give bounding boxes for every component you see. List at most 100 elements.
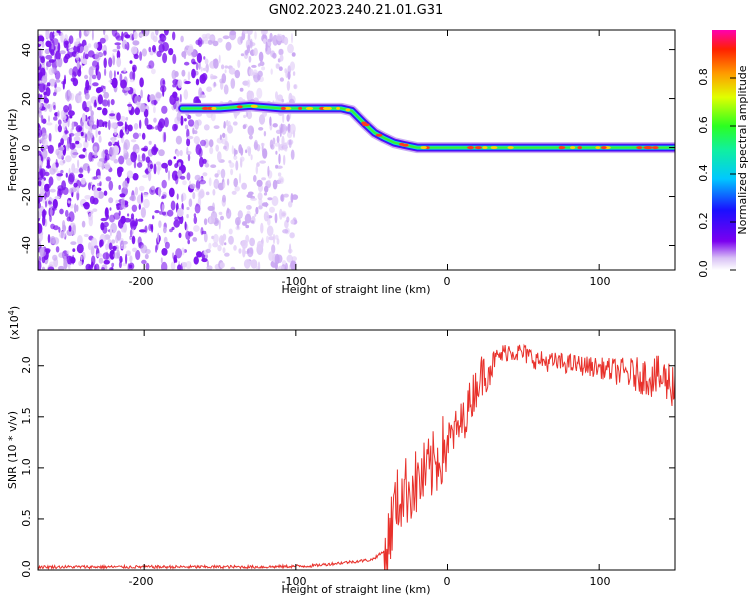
snr-x-tick-label: 100 xyxy=(590,575,611,588)
heatmap-cell xyxy=(193,216,198,225)
heatmap-cell xyxy=(193,130,198,135)
heatmap-cell xyxy=(38,108,42,118)
heatmap-cell xyxy=(287,43,294,54)
heatmap-cell xyxy=(175,135,182,145)
heatmap-cell xyxy=(68,264,71,270)
heatmap-cell xyxy=(44,183,51,189)
heatmap-cell xyxy=(153,117,157,123)
heatmap-cell xyxy=(233,155,238,161)
colorbar-tick-label: 0.2 xyxy=(697,212,710,230)
heatmap-cell xyxy=(94,149,98,158)
heatmap-cell xyxy=(96,253,103,258)
heatmap-cell xyxy=(42,149,48,159)
heatmap-cell xyxy=(213,58,219,69)
heatmap-cell xyxy=(50,49,55,56)
heatmap-cell xyxy=(157,232,160,243)
heatmap-cell xyxy=(257,261,261,270)
heatmap-cell xyxy=(269,206,275,213)
heatmap-cell xyxy=(220,168,226,179)
heatmap-cell xyxy=(292,71,296,76)
heatmap-cell xyxy=(93,264,97,270)
heatmap-cell xyxy=(57,124,63,133)
heatmap-cell xyxy=(129,229,133,238)
heatmap-cell xyxy=(281,98,285,103)
heatmap-cell xyxy=(109,207,112,211)
heatmap-cell xyxy=(109,113,116,117)
heatmap-cell xyxy=(68,103,72,112)
heatmap-cell xyxy=(181,247,185,256)
heatmap-cell xyxy=(87,85,92,91)
heatmap-cell xyxy=(278,48,284,56)
heatmap-cell xyxy=(160,257,163,264)
heatmap-cell xyxy=(175,174,179,185)
heatmap-cell xyxy=(109,146,115,156)
heatmap-peak xyxy=(636,146,643,150)
heatmap-cell xyxy=(270,50,276,58)
heatmap-cell xyxy=(243,114,247,119)
heatmap-peak xyxy=(595,146,601,150)
heatmap-cell xyxy=(209,146,214,155)
heatmap-y-tick-label: 40 xyxy=(20,43,33,57)
heatmap-cell xyxy=(103,30,106,36)
heatmap-cell xyxy=(87,43,92,48)
heatmap-cell xyxy=(184,118,187,122)
heatmap-cell xyxy=(98,257,104,264)
heatmap-cell xyxy=(140,192,143,204)
heatmap-cell xyxy=(155,92,162,99)
heatmap-y-tick-labels: 40 20 0 -20 -40 xyxy=(20,43,33,254)
heatmap-cell xyxy=(142,193,149,198)
heatmap-cell xyxy=(240,53,244,57)
heatmap-cell xyxy=(64,130,69,134)
heatmap-cell xyxy=(68,35,74,44)
heatmap-cell xyxy=(201,230,207,235)
heatmap-cell xyxy=(184,124,189,130)
heatmap-cell xyxy=(267,197,273,201)
heatmap-cell xyxy=(55,159,58,168)
heatmap-cell xyxy=(208,139,214,148)
heatmap-cell xyxy=(223,84,229,95)
heatmap-cell xyxy=(148,140,152,145)
heatmap-cell xyxy=(184,61,190,66)
heatmap-cell xyxy=(42,215,46,227)
heatmap-cell xyxy=(57,119,62,126)
colorbar: 0.0 0.2 0.4 0.6 0.8 Normalized spectral … xyxy=(697,30,749,278)
heatmap-cell xyxy=(58,226,61,233)
heatmap-cell xyxy=(52,198,58,209)
heatmap-cell xyxy=(279,127,282,138)
heatmap-cell xyxy=(203,218,208,226)
heatmap-x-tick-label: 100 xyxy=(590,275,611,288)
heatmap-cell xyxy=(120,215,126,224)
heatmap-cell xyxy=(38,202,41,209)
heatmap-cell xyxy=(238,173,242,184)
heatmap-cell xyxy=(129,71,134,80)
heatmap-cell xyxy=(55,246,60,253)
heatmap-cell xyxy=(186,146,189,156)
heatmap-cell xyxy=(108,57,113,68)
heatmap-cell xyxy=(65,90,72,102)
heatmap-cell xyxy=(282,142,288,151)
heatmap-cell xyxy=(38,35,45,43)
heatmap-cell xyxy=(222,194,226,203)
heatmap-cell xyxy=(78,260,83,267)
heatmap-cell xyxy=(275,91,278,100)
heatmap-cell xyxy=(132,64,137,73)
heatmap-cell xyxy=(254,31,257,40)
heatmap-cell xyxy=(66,143,70,150)
heatmap-cell xyxy=(85,30,91,35)
heatmap-cell xyxy=(173,219,180,228)
heatmap-peak xyxy=(469,146,474,150)
heatmap-cell xyxy=(255,206,259,215)
heatmap-cell xyxy=(277,265,284,270)
heatmap-cell xyxy=(52,38,59,46)
heatmap-cell xyxy=(219,262,225,269)
heatmap-peak xyxy=(211,106,217,110)
heatmap-cell xyxy=(127,263,130,270)
heatmap-cell xyxy=(192,192,196,200)
heatmap-cell xyxy=(176,150,180,157)
heatmap-cell xyxy=(235,160,239,171)
heatmap-cell xyxy=(114,32,120,39)
heatmap-cell xyxy=(130,46,138,54)
heatmap-cell xyxy=(56,173,63,177)
heatmap-peak xyxy=(326,106,332,110)
heatmap-cell xyxy=(249,38,253,49)
